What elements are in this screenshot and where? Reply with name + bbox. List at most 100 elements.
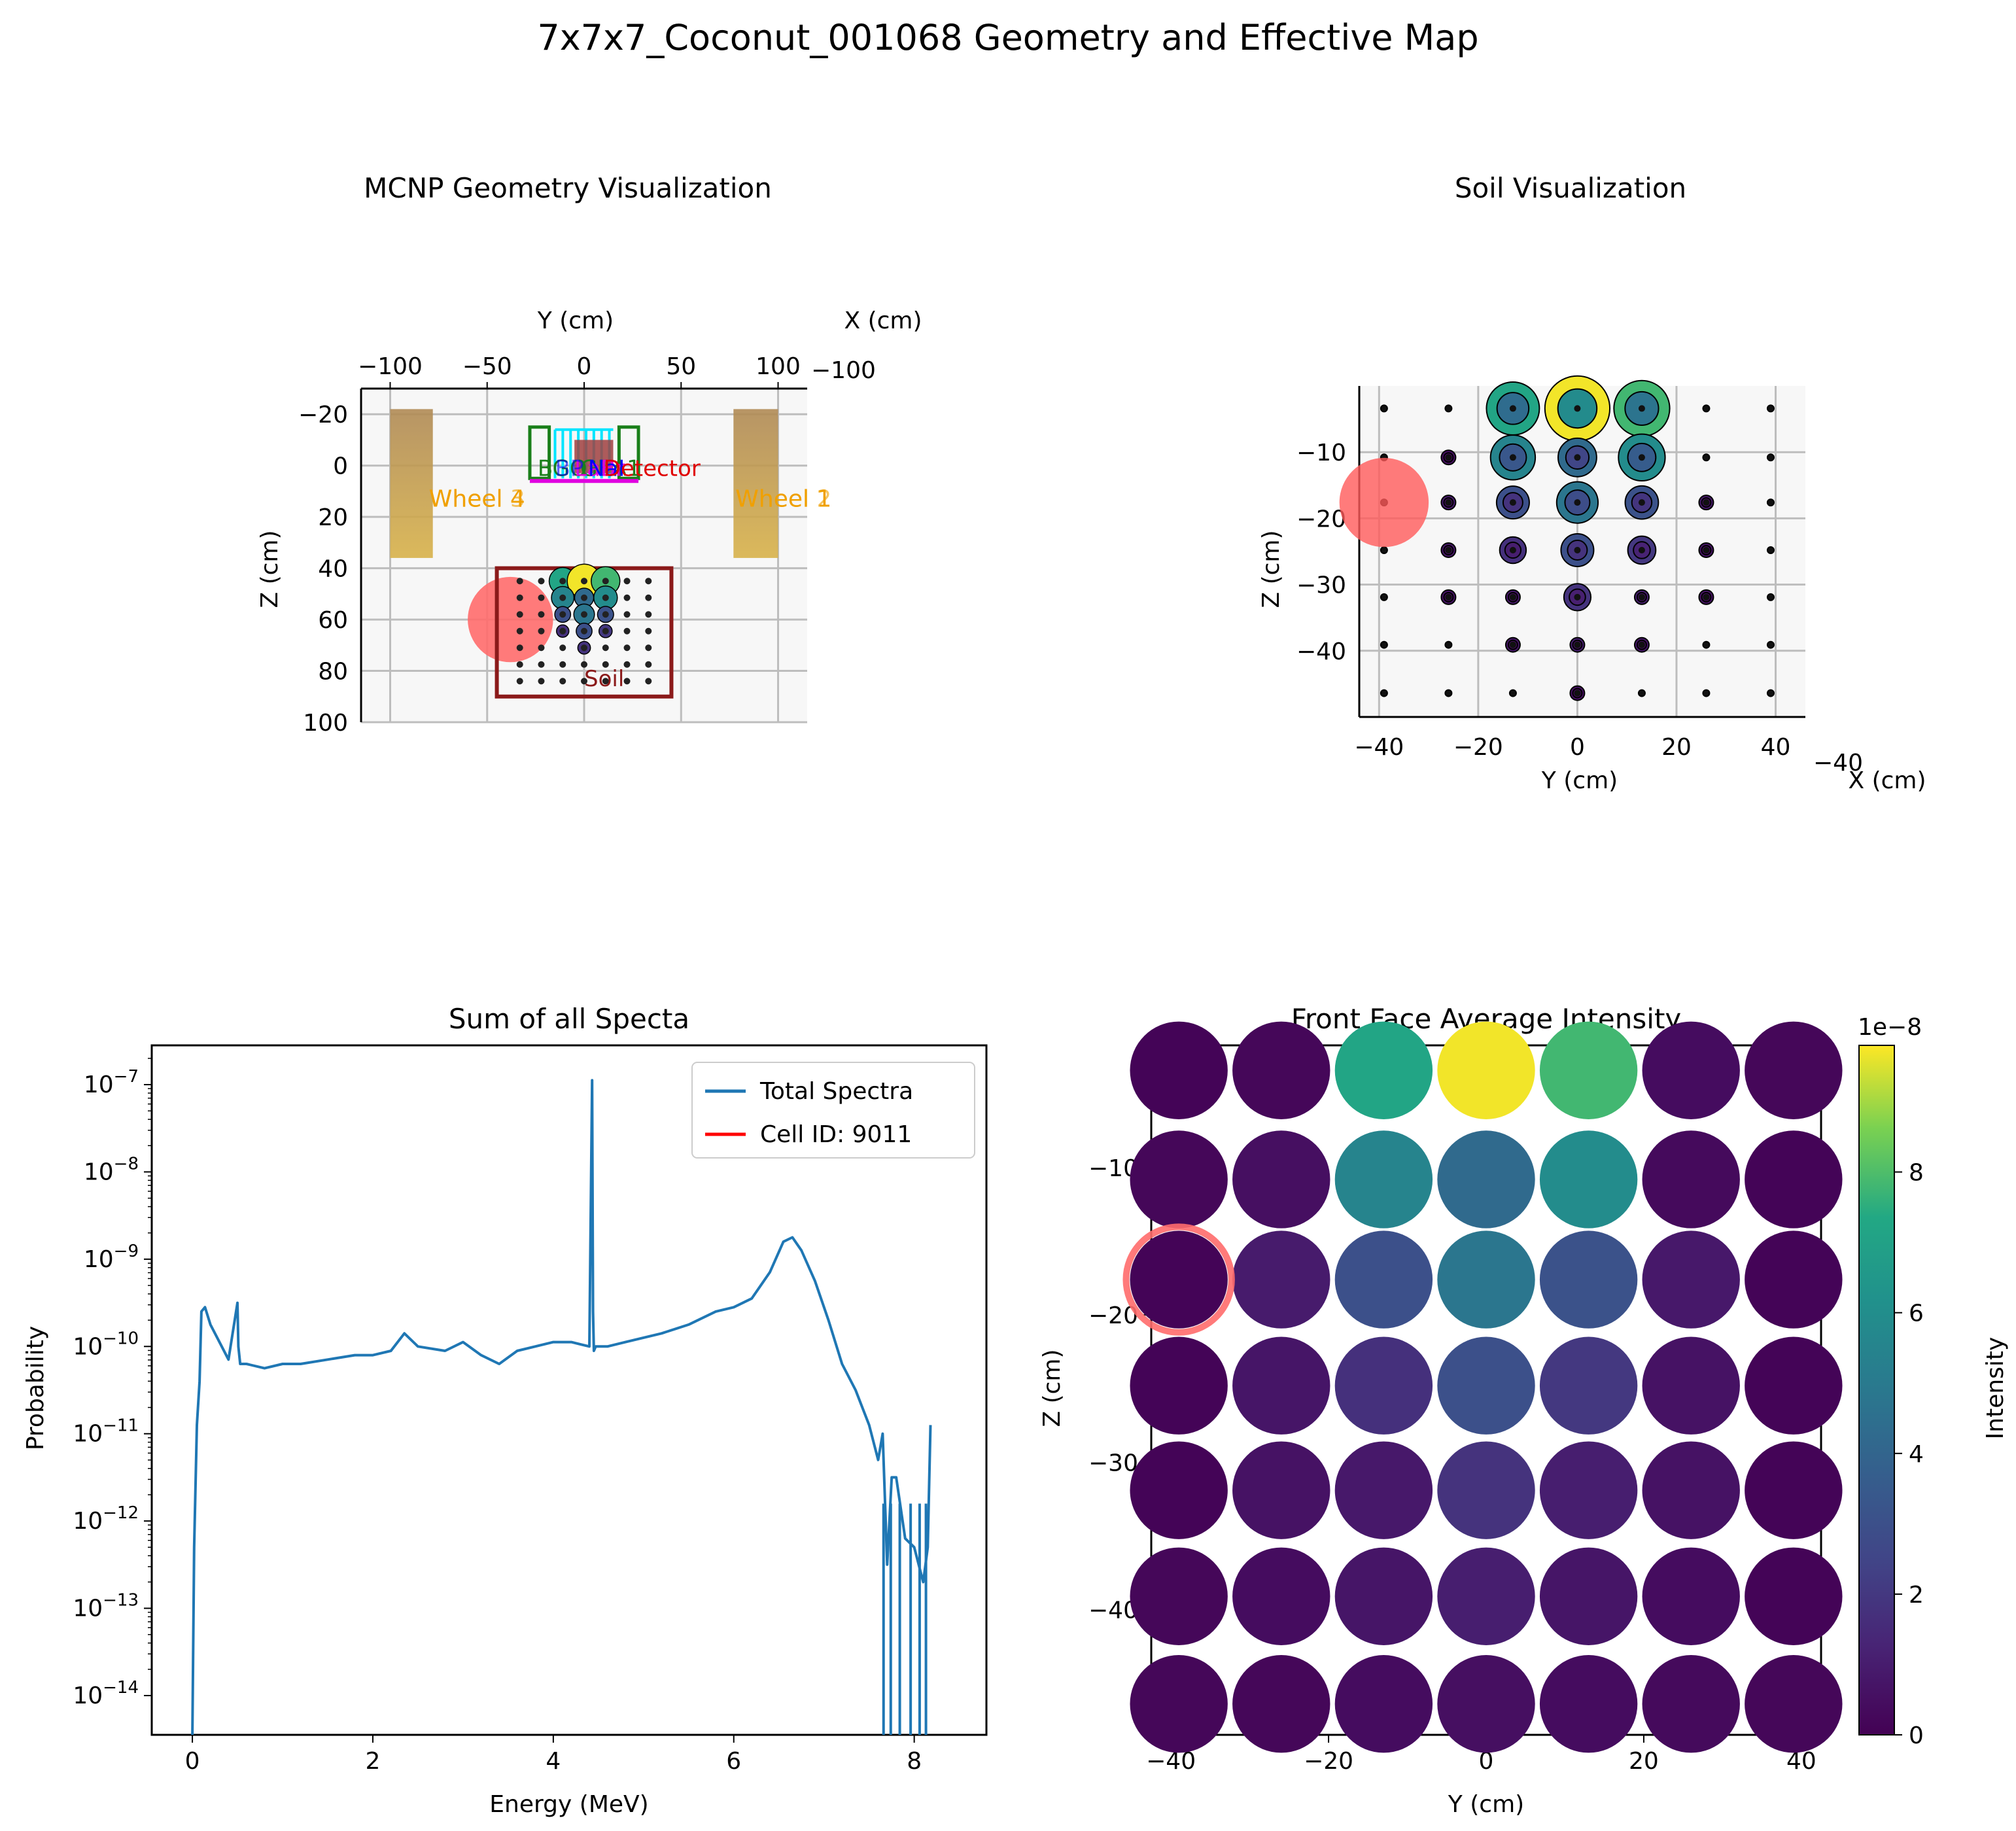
frontface-cell (1130, 1130, 1228, 1229)
detector-block (574, 440, 614, 474)
soil-marker-core (1638, 405, 1645, 412)
geometry-ytick-label: 100 (303, 710, 348, 737)
frontface-cell (1232, 1547, 1330, 1645)
soil-marker-core (1509, 454, 1516, 461)
soil-marker-core (1638, 546, 1645, 553)
soil-marker (1766, 453, 1775, 462)
spectrum-xtick-label: 6 (726, 1748, 741, 1775)
soil-marker (1444, 640, 1453, 649)
colorbar-tick-label: 6 (1909, 1300, 1924, 1327)
frontface-cell (1232, 1130, 1330, 1229)
geometry-soil-core (602, 578, 609, 585)
frontface-cell (1232, 1230, 1330, 1329)
soil-marker-core (1703, 546, 1710, 553)
spectrum-frame (150, 1044, 988, 1736)
frontface-cell (1745, 1130, 1843, 1229)
geometry-soil-core (623, 594, 631, 601)
frontface-cell (1745, 1547, 1843, 1645)
frontface-cell (1745, 1336, 1843, 1435)
spectrum-xtick-label: 8 (907, 1748, 922, 1775)
frontface-cell (1334, 1441, 1433, 1539)
spectrum-title: Sum of all Specta (449, 1003, 689, 1035)
spectrum-legend-label: Total Spectra (759, 1078, 913, 1105)
frontface-cell (1334, 1130, 1433, 1229)
frontface-cell (1437, 1655, 1535, 1753)
geometry-ytick-label: 0 (333, 453, 348, 480)
bgo-label: BGO (538, 455, 587, 481)
frontface-cell (1232, 1655, 1330, 1753)
frontface-cell (1539, 1655, 1638, 1753)
frontface-cell (1745, 1655, 1843, 1753)
colorbar-multiplier: 1e−8 (1858, 1014, 1922, 1041)
frontface-cell (1130, 1441, 1228, 1539)
soil-ztick: −40 (1813, 750, 1863, 776)
geometry-soil-core (538, 644, 545, 652)
frontface-xtick-label: −20 (1304, 1748, 1353, 1775)
gea-label: GEA1 (580, 455, 641, 481)
soil-xtick-label: 20 (1661, 734, 1692, 761)
geometry-xlabel: Y (cm) (537, 307, 614, 334)
geometry-soil-core (623, 678, 631, 685)
frontface-cell (1745, 1021, 1843, 1119)
geometry-soil-core (516, 661, 523, 668)
soil-marker (1380, 689, 1388, 697)
frontface-cell (1539, 1130, 1638, 1229)
soil-ytick-label: −10 (1296, 440, 1346, 466)
frontface-cell (1539, 1336, 1638, 1435)
spectrum-plot-area: 0 2 4 6 8 10−14 10−13 10−12 10−11 10−10 10−9 10−8 10… (73, 1044, 988, 1775)
soil-marker (1380, 546, 1388, 554)
geometry-ytick-label: 60 (318, 607, 348, 634)
spectrum-ytick-label: 10−14 (73, 1678, 139, 1709)
geometry-soil-core (645, 578, 652, 585)
wheel-block (390, 409, 433, 558)
spectrum-xtick-label: 2 (366, 1748, 381, 1775)
frontface-cell (1334, 1655, 1433, 1753)
frontface-cell (1642, 1130, 1740, 1229)
soil-marker (1766, 593, 1775, 601)
frontface-cell (1539, 1021, 1638, 1119)
frontface-cell (1232, 1021, 1330, 1119)
frontface-cell (1437, 1336, 1535, 1435)
soil-marker (1702, 689, 1711, 697)
frontface-ytick-label: −20 (1088, 1302, 1138, 1329)
soil-zlabel: X (cm) (1848, 767, 1926, 794)
soil-marker-core (1445, 454, 1452, 461)
soil-marker-core (1509, 641, 1516, 648)
colorbar-tick-label: 0 (1909, 1722, 1924, 1749)
detector-label: Detector (604, 455, 701, 481)
colorbar-gradient (1858, 1045, 1895, 1735)
highlight-marker (1339, 457, 1429, 548)
geometry-soil-core (645, 627, 652, 635)
geometry-soil-core (645, 611, 652, 618)
wheel-block (733, 409, 778, 558)
spectrum-ytick-label: 10−10 (73, 1329, 139, 1360)
geometry-xtick-label: 100 (756, 353, 801, 380)
frontface-cell (1642, 1547, 1740, 1645)
geometry-soil-core (559, 661, 566, 668)
geometry-soil-core (559, 611, 566, 618)
frontface-cell (1437, 1547, 1535, 1645)
frontface-xtick-label: 0 (1479, 1748, 1494, 1775)
geometry-xtick-label: −100 (358, 353, 423, 380)
spectrum-series-line (191, 1079, 932, 1735)
frontface-ytick-label: −10 (1088, 1155, 1138, 1182)
frontface-cell (1232, 1336, 1330, 1435)
soil-xtick-label: −20 (1453, 734, 1503, 761)
soil-marker-core (1574, 641, 1581, 648)
frontface-cell (1334, 1230, 1433, 1329)
soil-plot-area: −40 −20 0 20 40 −10 −20 −30 −40 (1296, 375, 1805, 761)
spectrum-ytick-label: 10−9 (84, 1242, 139, 1273)
geometry-soil-core (538, 578, 545, 585)
frontface-cell (1232, 1441, 1330, 1539)
spectrum-xlabel: Energy (MeV) (489, 1791, 648, 1818)
geometry-soil-core (516, 678, 523, 685)
geometry-ytick-label: 80 (318, 659, 348, 686)
frontface-cell (1334, 1336, 1433, 1435)
soil-marker-core (1445, 593, 1452, 601)
geometry-soil-core (581, 627, 587, 635)
geometry-soil-core (602, 644, 609, 652)
soil-marker-core (1638, 499, 1645, 506)
geometry-soil-core (645, 594, 652, 601)
bp-label: BP (555, 455, 584, 481)
